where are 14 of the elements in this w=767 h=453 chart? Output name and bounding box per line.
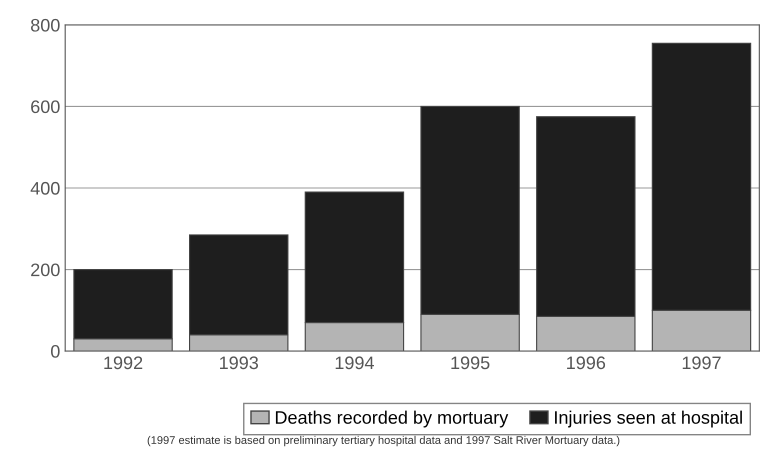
y-tick-label: 200 — [31, 263, 60, 276]
y-tick-label: 800 — [30, 18, 60, 32]
text: (1997 estimate is based on preliminary tertiary hospital data and 1997 Salt River Mortuary data.) — [148, 436, 620, 446]
y-tick-label: 600 — [31, 100, 60, 114]
legend-label: Deaths recorded by mortuary — [276, 410, 508, 428]
y-tick-label: 0 — [51, 345, 60, 358]
legend-label: Injuries seen at hospital — [555, 410, 742, 428]
y-tick-label: 400 — [30, 182, 60, 195]
x-tick-label: 1994 — [336, 356, 374, 370]
x-tick-label: 1996 — [567, 356, 606, 370]
x-tick-label: 1993 — [220, 356, 258, 370]
x-tick-label: 1995 — [451, 356, 490, 370]
x-tick-label: 1997 — [682, 356, 721, 370]
x-tick-label: 1992 — [104, 356, 142, 370]
